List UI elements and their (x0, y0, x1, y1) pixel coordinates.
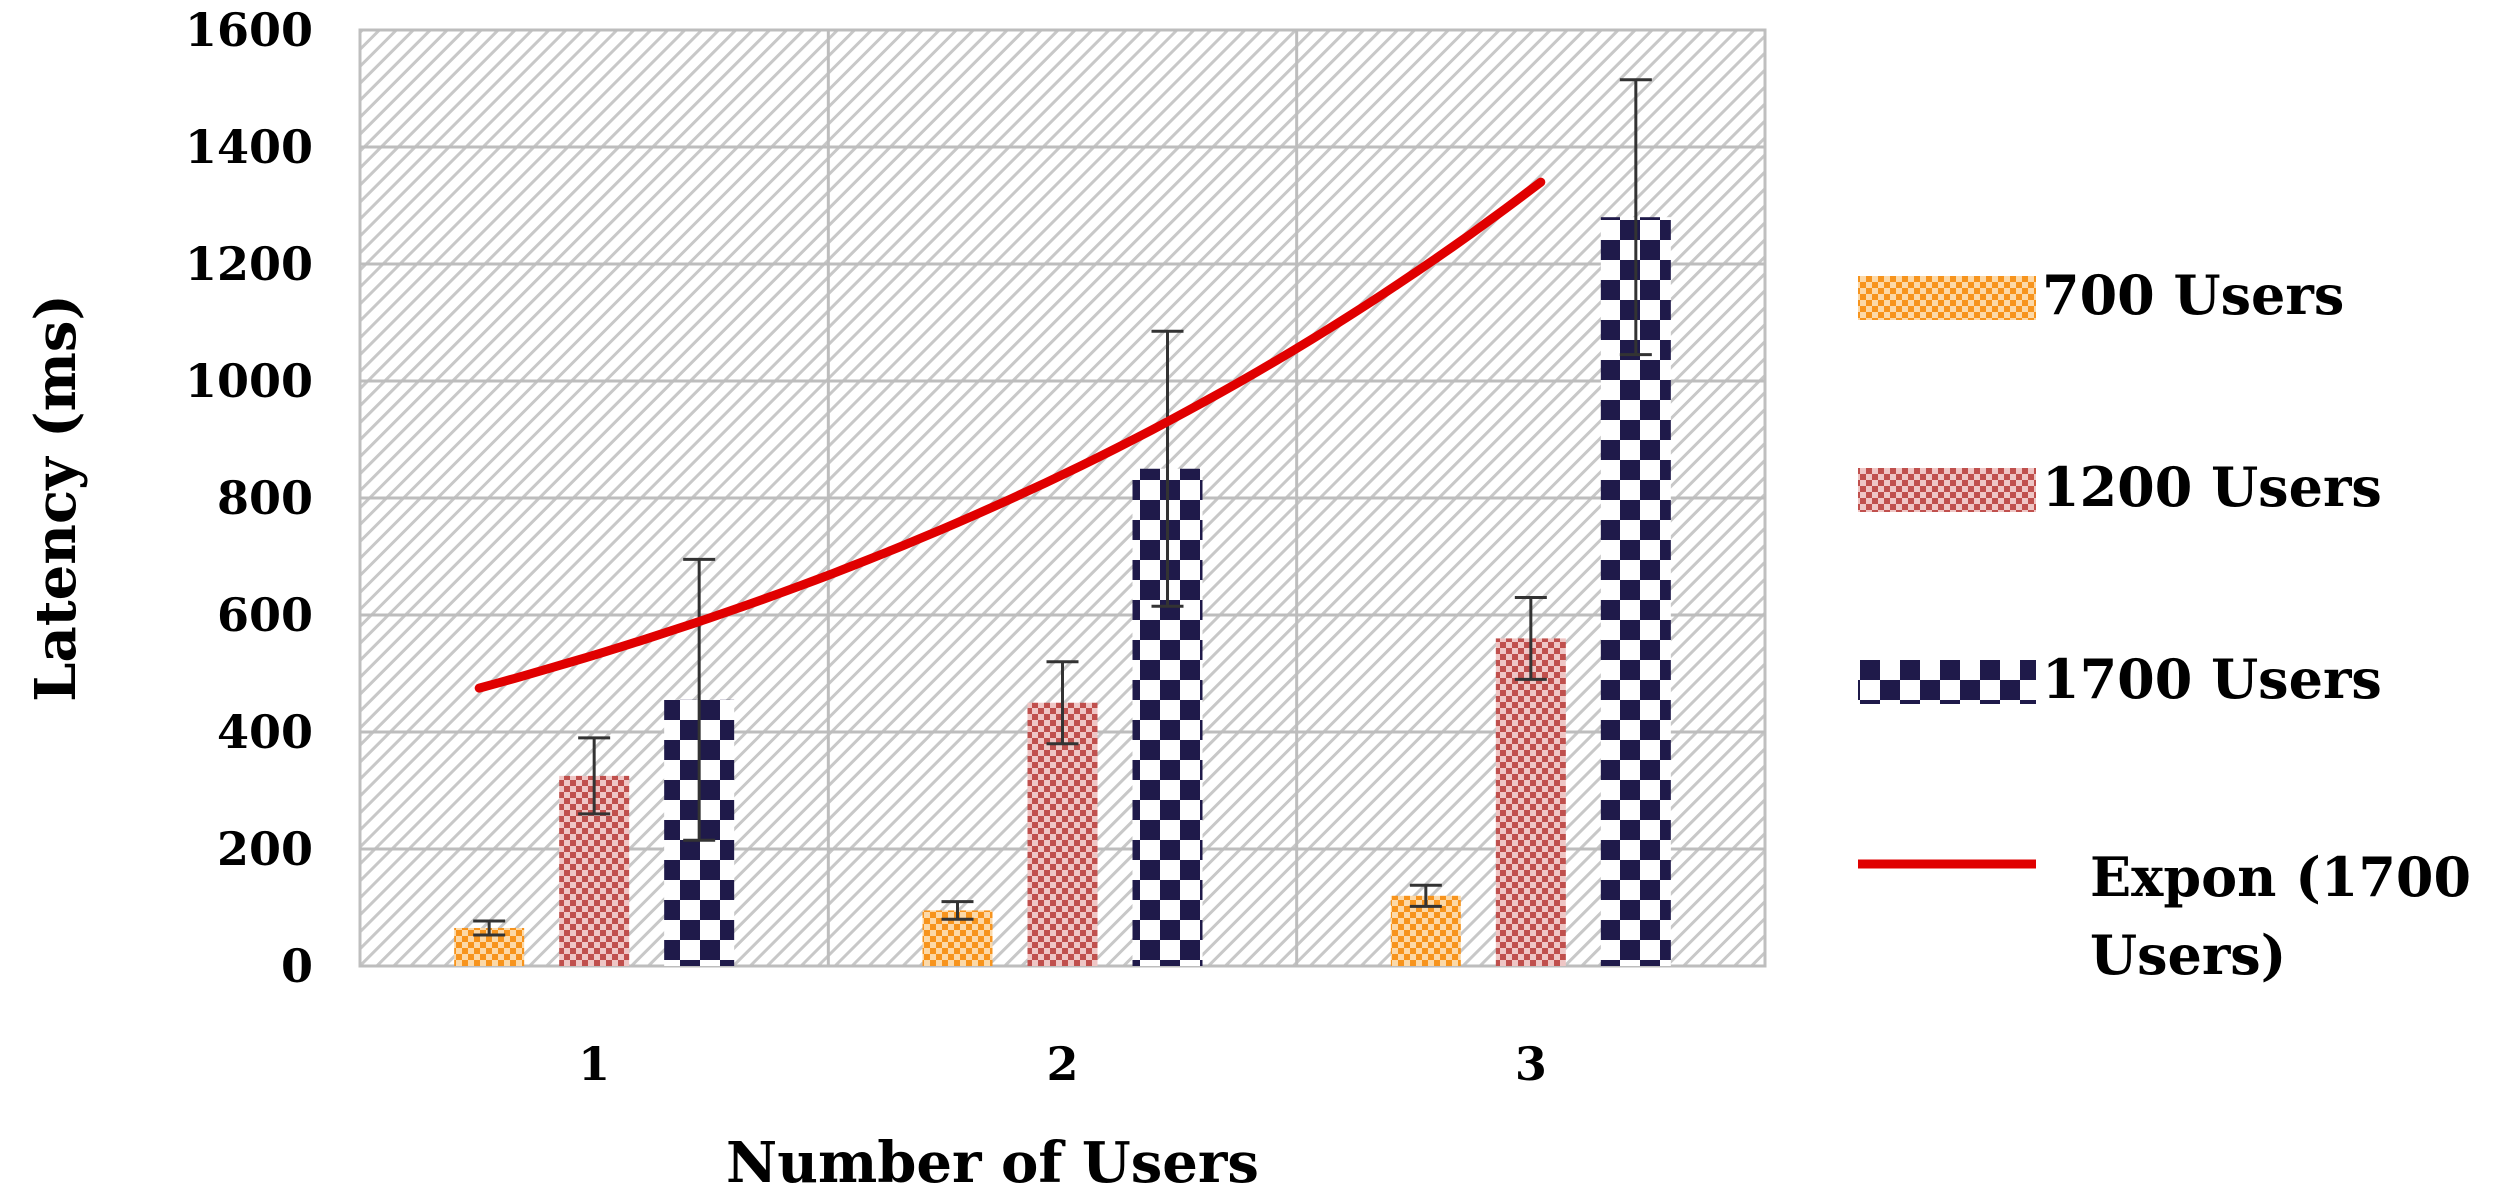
bar (1027, 702, 1098, 966)
legend-label: Users) (2090, 923, 2286, 987)
trendline (474, 177, 1546, 693)
y-tick-label: 1200 (185, 237, 313, 291)
legend-label: Expon (1700 (2090, 845, 2471, 909)
legend-label: 1700 Users (2042, 647, 2382, 711)
y-tick-label: 0 (281, 939, 313, 993)
legend-label: 1200 Users (2042, 455, 2382, 519)
legend-item: 1700 Users (1858, 647, 2382, 711)
y-tick-label: 800 (217, 471, 313, 525)
legend-swatch (1858, 468, 2036, 512)
y-tick-label: 200 (217, 822, 313, 876)
legend-item: Expon (1700 Users) (1858, 845, 2471, 987)
legend-item: 1200 Users (1858, 455, 2382, 519)
bar (1495, 638, 1566, 966)
y-tick-label: 600 (217, 588, 313, 642)
y-tick-label: 1600 (185, 3, 313, 57)
x-tick-label: 3 (1515, 1037, 1547, 1091)
legend-label: 700 Users (2042, 263, 2344, 327)
y-axis-title: Latency (ms) (23, 294, 89, 702)
x-tick-label: 1 (578, 1037, 610, 1091)
y-tick-label: 1400 (185, 120, 313, 174)
legend-swatch (1858, 660, 2036, 704)
y-tick-label: 400 (217, 705, 313, 759)
y-tick-label: 1000 (185, 354, 313, 408)
x-axis-title: Number of Users (726, 1130, 1259, 1194)
legend-item: 700 Users (1858, 263, 2344, 327)
legend-swatch (1858, 276, 2036, 320)
x-tick-label: 2 (1046, 1037, 1078, 1091)
